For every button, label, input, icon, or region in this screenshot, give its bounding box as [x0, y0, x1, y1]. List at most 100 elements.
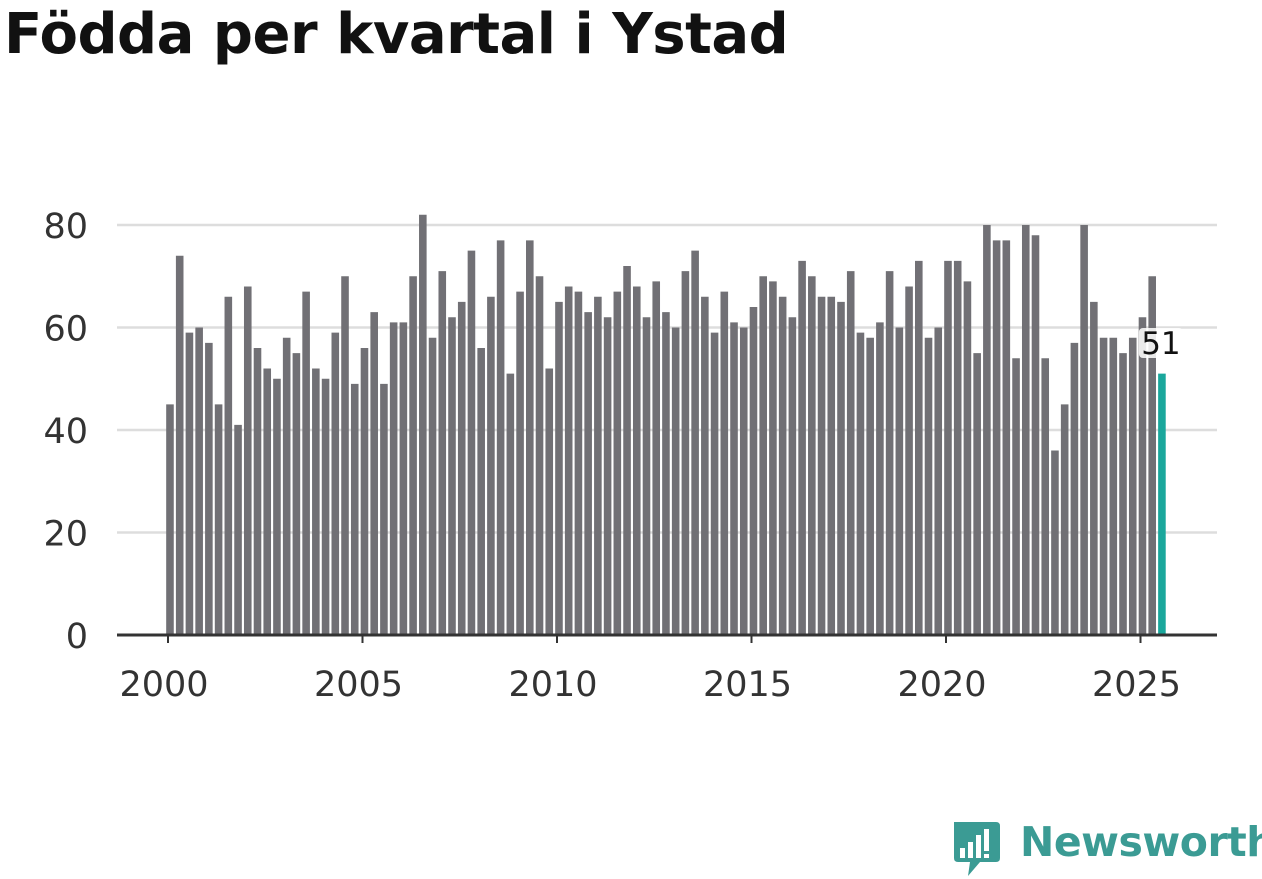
bar: [399, 322, 408, 635]
bar: [603, 317, 612, 635]
y-tick-label: 0: [66, 617, 88, 657]
bar: [642, 317, 651, 635]
bar: [506, 373, 515, 635]
bar: [243, 286, 252, 635]
newsworthy-chart-bubble-icon: [954, 822, 1000, 876]
bar: [234, 424, 242, 635]
bar: [564, 286, 573, 635]
bar: [846, 271, 855, 635]
x-tick-label: 2000: [119, 665, 208, 705]
bar: [992, 240, 1001, 635]
brand-name: Newsworthy: [1020, 818, 1262, 866]
bar: [224, 296, 233, 635]
bar: [808, 276, 816, 635]
bar: [681, 271, 690, 635]
chart-title: Födda per kvartal i Ystad: [4, 2, 789, 67]
bar: [535, 276, 544, 635]
x-tick-label: 2010: [508, 665, 597, 705]
y-axis-ticks: 0 20 40 60 80: [43, 207, 88, 657]
bar: [496, 240, 505, 635]
bar: [671, 327, 680, 635]
bar: [1041, 358, 1050, 635]
bar: [282, 337, 291, 635]
bar: [175, 255, 184, 635]
bar: [885, 271, 894, 635]
bar: [837, 301, 845, 635]
bar: [526, 240, 534, 635]
bar: [983, 225, 991, 635]
bar: [1070, 342, 1079, 635]
x-tick-label: 2025: [1092, 665, 1181, 705]
bar: [185, 332, 194, 635]
bar: [584, 312, 592, 635]
bar: [574, 291, 583, 635]
x-tick-label: 2020: [897, 665, 986, 705]
bar: [1138, 317, 1147, 635]
bar: [350, 383, 359, 635]
bar: [1021, 225, 1030, 635]
y-tick-label: 80: [43, 207, 88, 247]
bar: [370, 312, 378, 635]
bar: [360, 348, 369, 635]
x-tick-label: 2005: [314, 665, 403, 705]
bar: [623, 266, 631, 635]
bar: [934, 327, 943, 635]
bar: [759, 276, 767, 635]
bar: [691, 250, 699, 635]
bar: [944, 260, 952, 635]
bar: [380, 383, 388, 635]
bar: [613, 291, 622, 635]
bar: [273, 378, 281, 635]
bar: [516, 291, 524, 635]
bar: [876, 322, 884, 635]
last-value-callout: 51: [1138, 326, 1183, 362]
bar: [662, 312, 670, 635]
bar: [1099, 337, 1108, 635]
bar: [1128, 337, 1137, 635]
callout-background: [1138, 328, 1183, 358]
bar: [594, 296, 602, 635]
bar: [302, 291, 310, 635]
bar: [895, 327, 904, 635]
bar: [769, 281, 777, 635]
bar: [205, 342, 213, 635]
bar: [457, 301, 466, 635]
bar: [419, 214, 427, 635]
bar: [905, 286, 913, 635]
bar: [477, 348, 485, 635]
y-tick-label: 20: [43, 515, 88, 555]
bar: [195, 327, 203, 635]
bar: [720, 291, 729, 635]
bar: [973, 353, 981, 635]
bar: [292, 353, 301, 635]
bar: [1080, 225, 1088, 635]
bar: [710, 332, 719, 635]
bar: [1148, 276, 1156, 635]
bar: [389, 322, 398, 635]
y-tick-label: 40: [43, 412, 88, 452]
bar: [1060, 404, 1069, 635]
bar: [253, 348, 262, 635]
bar: [1109, 337, 1118, 635]
bar: [448, 317, 456, 635]
bar: [788, 317, 797, 635]
bar: [924, 337, 933, 635]
x-axis-ticks: 2000 2005 2010 2015 2020 2025: [119, 635, 1181, 705]
y-tick-label: 60: [43, 310, 88, 350]
bar: [467, 250, 476, 635]
bar: [1158, 373, 1166, 635]
bar: [555, 301, 563, 635]
bar: [1051, 450, 1059, 635]
last-value-label: 51: [1141, 326, 1180, 362]
bar: [428, 337, 437, 635]
bar: [1012, 358, 1020, 635]
bar: [331, 332, 340, 635]
bar: [263, 368, 272, 635]
bar: [817, 296, 826, 635]
bar: [321, 378, 330, 635]
bar: [438, 271, 447, 635]
brand-logo: Newsworthy: [950, 818, 1262, 878]
bar: [953, 260, 962, 635]
bar: [701, 296, 709, 635]
